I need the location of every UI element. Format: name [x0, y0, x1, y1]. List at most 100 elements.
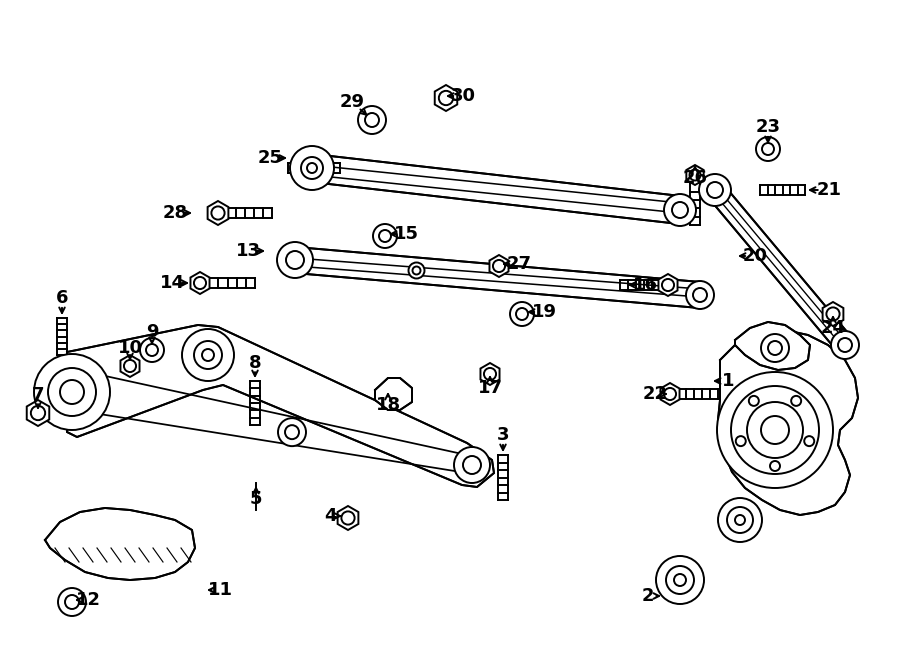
Text: 5: 5: [250, 490, 262, 508]
Text: 8: 8: [248, 354, 261, 372]
Polygon shape: [735, 322, 810, 370]
Circle shape: [60, 380, 84, 404]
Text: 19: 19: [532, 303, 556, 321]
Text: 26: 26: [682, 169, 707, 187]
Polygon shape: [27, 400, 50, 426]
Circle shape: [707, 182, 723, 198]
Polygon shape: [707, 184, 852, 352]
Text: 4: 4: [324, 507, 337, 525]
Circle shape: [341, 512, 355, 525]
Text: 16: 16: [633, 276, 658, 294]
Circle shape: [666, 566, 694, 594]
Circle shape: [749, 396, 759, 406]
Text: 29: 29: [339, 93, 365, 111]
Text: 12: 12: [76, 591, 101, 609]
Circle shape: [826, 307, 840, 321]
Text: 11: 11: [208, 581, 232, 599]
Text: 3: 3: [497, 426, 509, 444]
Text: 28: 28: [162, 204, 187, 222]
Text: 22: 22: [643, 385, 668, 403]
Circle shape: [516, 308, 528, 320]
Circle shape: [731, 386, 819, 474]
Polygon shape: [661, 383, 680, 405]
Polygon shape: [375, 378, 412, 410]
Polygon shape: [435, 85, 457, 111]
Polygon shape: [121, 355, 140, 377]
Circle shape: [662, 279, 674, 291]
Circle shape: [717, 372, 833, 488]
Circle shape: [194, 277, 206, 289]
Circle shape: [761, 416, 789, 444]
Circle shape: [484, 368, 496, 380]
Text: 2: 2: [642, 587, 654, 605]
Circle shape: [727, 507, 753, 533]
Circle shape: [286, 251, 304, 269]
Circle shape: [674, 574, 686, 586]
Circle shape: [373, 224, 397, 248]
Circle shape: [285, 425, 299, 439]
Circle shape: [718, 498, 762, 542]
Text: 17: 17: [478, 379, 502, 397]
Circle shape: [58, 588, 86, 616]
Circle shape: [194, 341, 222, 369]
Circle shape: [664, 194, 696, 226]
Circle shape: [689, 169, 700, 180]
Text: 20: 20: [742, 247, 768, 265]
Circle shape: [412, 266, 420, 274]
Text: 13: 13: [236, 242, 260, 260]
Circle shape: [124, 360, 136, 372]
Polygon shape: [659, 274, 678, 296]
Circle shape: [277, 242, 313, 278]
Circle shape: [140, 338, 164, 362]
Polygon shape: [823, 302, 843, 326]
Polygon shape: [687, 165, 704, 185]
Polygon shape: [67, 325, 494, 487]
Circle shape: [301, 157, 323, 179]
Circle shape: [379, 230, 391, 242]
Circle shape: [762, 143, 774, 155]
Circle shape: [146, 344, 158, 356]
Circle shape: [290, 146, 334, 190]
Circle shape: [672, 202, 688, 218]
Text: 6: 6: [56, 289, 68, 307]
Circle shape: [747, 402, 803, 458]
Circle shape: [770, 461, 780, 471]
Circle shape: [664, 388, 676, 400]
Text: 18: 18: [375, 396, 401, 414]
Text: 30: 30: [451, 87, 475, 105]
Polygon shape: [490, 255, 508, 277]
Circle shape: [761, 334, 789, 362]
Circle shape: [699, 174, 731, 206]
Circle shape: [831, 331, 859, 359]
Circle shape: [686, 281, 714, 309]
Circle shape: [510, 302, 534, 326]
Polygon shape: [191, 272, 210, 294]
Circle shape: [358, 106, 386, 134]
Text: 1: 1: [722, 372, 734, 390]
Circle shape: [439, 91, 453, 105]
Circle shape: [693, 288, 707, 302]
Circle shape: [756, 137, 780, 161]
Circle shape: [656, 556, 704, 604]
Polygon shape: [208, 201, 229, 225]
Polygon shape: [310, 154, 681, 224]
Circle shape: [65, 595, 79, 609]
Circle shape: [791, 396, 801, 406]
Circle shape: [307, 163, 317, 173]
Circle shape: [409, 262, 425, 278]
Circle shape: [735, 515, 745, 525]
Circle shape: [736, 436, 746, 446]
Circle shape: [278, 418, 306, 446]
Polygon shape: [294, 247, 701, 308]
Text: 9: 9: [146, 323, 158, 341]
Circle shape: [182, 329, 234, 381]
Text: 25: 25: [257, 149, 283, 167]
Circle shape: [365, 113, 379, 127]
Circle shape: [493, 260, 505, 272]
Circle shape: [454, 447, 490, 483]
Circle shape: [212, 206, 225, 219]
Circle shape: [768, 341, 782, 355]
Polygon shape: [718, 330, 858, 515]
Polygon shape: [45, 508, 195, 580]
Text: 15: 15: [393, 225, 419, 243]
